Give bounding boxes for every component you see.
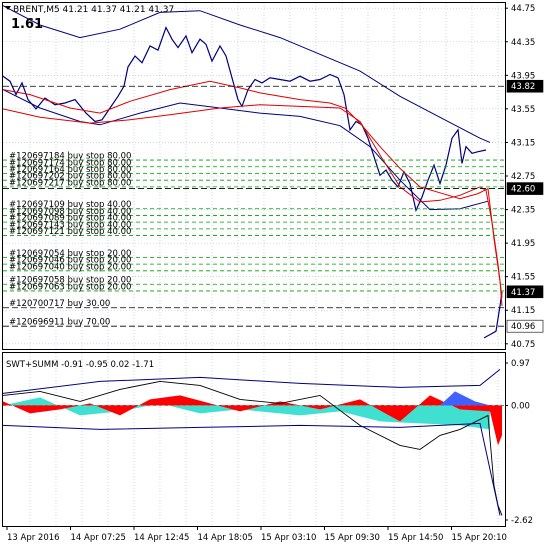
price-axis-label: 40.75 [511,340,535,350]
order-label: #120697089 buy stop 40.00 [9,214,131,224]
price-axis: 44.75 44.35 43.95 43.55 43.15 42.75 42.35 41.95… [505,4,544,526]
time-axis-label: 14 Apr 07:25 [71,533,126,543]
price-series-tail [483,291,503,339]
order-label: #120697058 buy stop 20.00 [9,276,131,286]
order-label: #120697109 buy stop 40.00 [9,200,131,210]
blue-histogram [440,391,490,406]
symbol-info-line: BRENT,M5 41.21 41.37 41.21 41.37 [13,5,174,15]
order-label: #120697040 buy stop 20.00 [9,262,131,272]
price-axis-label: 43.55 [511,105,535,115]
price-axis-label: 44.35 [511,38,535,48]
order-label: #120697164 buy stop 80.00 [9,165,131,175]
time-axis-label: 14 Apr 12:45 [134,533,189,543]
price-tag [506,319,544,333]
time-axis-label: 15 Apr 20:10 [452,533,507,543]
price-axis-label: 41.55 [511,273,535,283]
time-axis: 13 Apr 2016 14 Apr 07:25 14 Apr 12:45 14 Ap… [6,526,507,543]
order-label: #120697143 buy stop 40.00 [9,220,131,230]
time-axis-label: 14 Apr 18:05 [198,533,253,543]
price-tag-label: 41.37 [511,288,535,298]
order-label: #120697202 buy stop 80.00 [9,172,131,182]
sub-upper-envelope [2,369,501,394]
price-tag [506,285,544,299]
price-axis-label: 43.15 [511,138,535,148]
order-label: #120696911 buy 70.00 [9,318,110,328]
indicator-plot [2,369,505,516]
moving-average-fast [2,80,503,307]
price-axis-label: 44.75 [511,4,535,14]
order-label: #120697054 buy stop 20.00 [9,249,131,259]
order-label: #120697063 buy stop 20.00 [9,282,131,292]
time-axis-label: 15 Apr 14:50 [388,533,443,543]
price-tag-label: 40.96 [511,322,535,332]
red-histogram [3,395,502,446]
sub-axis-label: 0.00 [511,401,530,411]
order-label: #120697174 buy stop 80.00 [9,158,131,168]
price-tag [506,182,544,195]
oscillator-line [2,380,503,516]
time-axis-label: 15 Apr 09:30 [325,533,380,543]
subwindow-title: SWT+SUMM -0.91 -0.95 0.02 -1.71 [6,360,154,370]
price-axis-label: 41.95 [511,239,535,249]
upper-band-line [2,5,491,143]
time-axis-label: 15 Apr 03:10 [261,533,316,543]
order-labels: #120697184 buy stop 80.00#120697174 buy … [9,152,131,328]
indicator-value: 1.61 [11,17,43,32]
price-tag-label: 42.60 [511,185,535,195]
sub-axis-label: 0.97 [511,359,530,369]
moving-average-slow [2,104,503,298]
price-tag-label: 43.82 [511,82,535,92]
main-chart-plot [2,5,505,339]
sub-axis-label: -2.62 [511,516,533,526]
price-series-line [2,25,487,213]
order-label: #120697121 buy stop 40.00 [9,227,131,237]
order-label: #120697184 buy stop 80.00 [9,152,131,162]
order-label: #120697046 buy stop 20.00 [9,256,131,266]
indicator-subwindow-frame [2,352,506,527]
price-tag [506,79,544,93]
time-axis-label: 13 Apr 2016 [7,533,60,543]
price-axis-label: 43.95 [511,71,535,81]
symbol-dropdown-icon[interactable] [5,6,11,10]
sub-lower-envelope [2,422,501,516]
main-chart-frame [2,2,506,350]
price-axis-label: 42.75 [511,172,535,182]
order-label: #120700717 buy 30.00 [9,299,110,309]
order-label: #120697217 buy stop 80.00 [9,178,131,188]
order-label: #120697098 buy stop 40.00 [9,207,131,217]
price-axis-label: 42.35 [511,206,535,216]
price-axis-label: 41.15 [511,306,535,316]
